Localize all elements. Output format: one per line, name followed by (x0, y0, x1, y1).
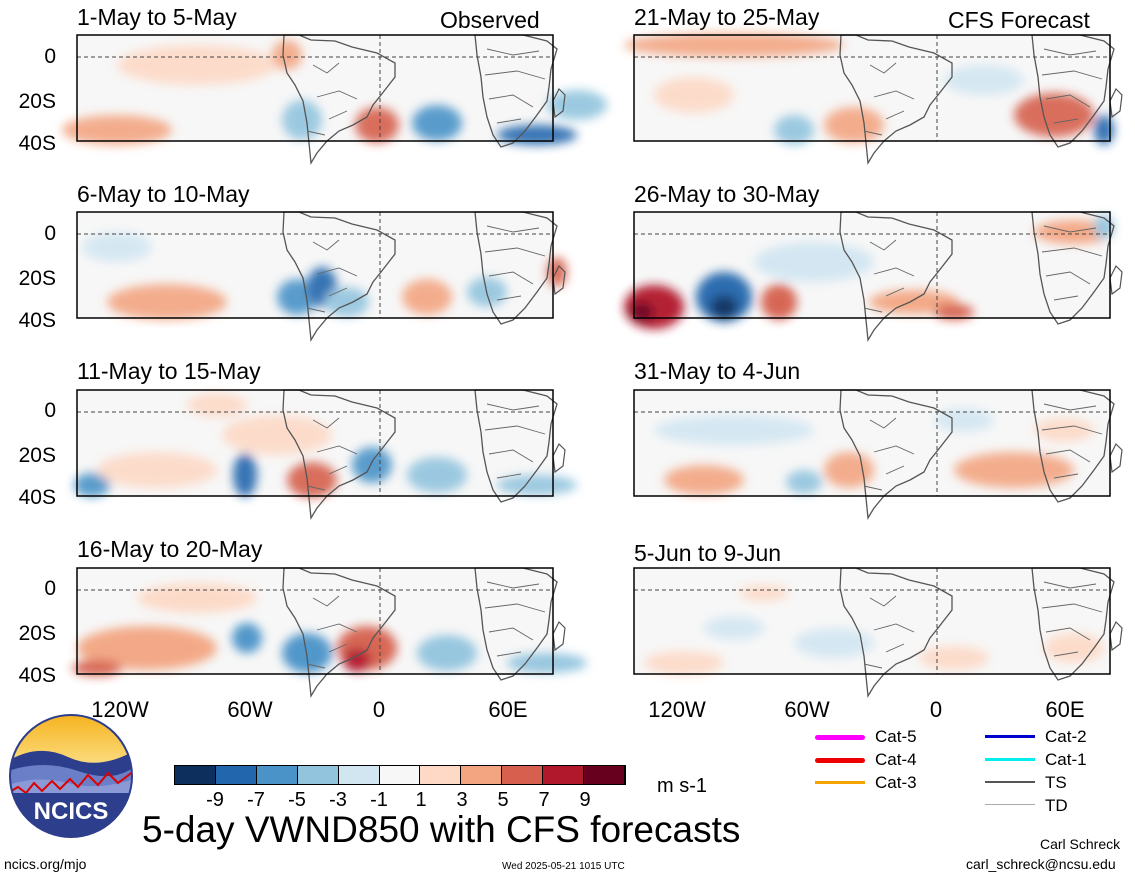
legend-label: Cat-4 (875, 750, 917, 769)
lat-label: 0 (44, 222, 56, 245)
colorbar-box (215, 766, 257, 784)
colorbar-tick: 1 (415, 789, 427, 811)
legend-line-ts (985, 781, 1035, 783)
colorbar-tick: 9 (579, 789, 591, 811)
colorbar-box (379, 766, 421, 784)
lat-label: 40S (18, 486, 56, 509)
lat-label: 0 (44, 577, 56, 600)
colorbar-box (584, 766, 625, 784)
footer-email[interactable]: carl_schreck@ncsu.edu (966, 856, 1116, 872)
panel-title: 16-May to 20-May (77, 536, 263, 562)
ncics-logo: NCICS (9, 714, 133, 838)
panel-left-2 (76, 211, 567, 341)
colorbar-tick: -3 (329, 789, 347, 811)
lat-label: 40S (18, 664, 56, 687)
main-title: 5-day VWND850 with CFS forecasts (142, 809, 741, 850)
lat-label: 0 (44, 399, 56, 422)
panel-title: 31-May to 4-Jun (634, 358, 801, 384)
colorbar-boxes (174, 765, 626, 785)
legend-line-td (985, 804, 1035, 805)
panel-title: 6-May to 10-May (77, 181, 250, 207)
legend-line-cat3 (815, 781, 865, 784)
lon-label: 60W (227, 697, 273, 722)
colorbar-box (502, 766, 544, 784)
colorbar-box (338, 766, 380, 784)
colorbar-box (256, 766, 298, 784)
map-panels (62, 33, 1123, 697)
legend-label: TS (1045, 773, 1067, 792)
footer-url[interactable]: ncics.org/mjo (4, 856, 87, 872)
lat-label: 40S (18, 309, 56, 332)
forecast-label: CFS Forecast (948, 7, 1090, 33)
colorbar-tick: 3 (456, 789, 468, 811)
panel-title: 26-May to 30-May (634, 181, 820, 207)
panel-left-1 (62, 34, 607, 164)
panel-title: 1-May to 5-May (77, 4, 237, 30)
logo-text: NCICS (34, 798, 109, 825)
colorbar-tick: 7 (538, 789, 550, 811)
lon-label: 0 (372, 697, 386, 722)
colorbar (174, 765, 626, 785)
panel-title: 21-May to 25-May (634, 4, 820, 30)
observed-label: Observed (440, 7, 540, 33)
panel-right-3 (633, 389, 1123, 519)
colorbar-unit: m s-1 (657, 775, 707, 797)
legend-label: TD (1045, 796, 1068, 815)
colorbar-tick: -7 (247, 789, 265, 811)
panel-left-3 (74, 389, 577, 519)
lat-label: 0 (44, 45, 56, 68)
panel-right-1 (624, 33, 1123, 164)
lon-label: 60W (784, 697, 830, 722)
lat-label: 20S (18, 267, 56, 290)
panel-right-4 (633, 567, 1123, 697)
colorbar-box (461, 766, 503, 784)
footer-author: Carl Schreck (1040, 836, 1121, 852)
legend-label: Cat-2 (1045, 727, 1087, 746)
colorbar-tick: 5 (497, 789, 509, 811)
colorbar-box (543, 766, 585, 784)
legend-line-cat4 (815, 758, 865, 763)
colorbar-box (420, 766, 462, 784)
legend-label: Cat-5 (875, 727, 917, 746)
lon-label: 0 (929, 697, 943, 722)
panel-right-2 (624, 211, 1123, 341)
colorbar-box (175, 766, 216, 784)
lon-label: 60E (488, 697, 528, 722)
panel-left-4 (72, 567, 587, 697)
colorbar-box (297, 766, 339, 784)
lat-label: 20S (18, 90, 56, 113)
lat-label: 20S (18, 444, 56, 467)
colorbar-tick: -1 (370, 789, 388, 811)
colorbar-tick: -5 (288, 789, 306, 811)
panel-title: 11-May to 15-May (77, 358, 261, 384)
legend-label: Cat-1 (1045, 750, 1087, 769)
colorbar-tick: -9 (206, 789, 224, 811)
legend-label: Cat-3 (875, 773, 917, 792)
lon-label: 120W (648, 697, 706, 722)
lat-label: 40S (18, 132, 56, 155)
legend-line-cat1 (985, 758, 1035, 761)
footer-timestamp: Wed 2025-05-21 1015 UTC (502, 861, 625, 872)
lat-label: 20S (18, 622, 56, 645)
legend-line-cat5 (815, 735, 865, 740)
lon-label: 60E (1045, 697, 1085, 722)
lon-label: 120W (91, 697, 149, 722)
panel-title: 5-Jun to 9-Jun (634, 540, 782, 566)
legend-line-cat2 (985, 735, 1035, 738)
